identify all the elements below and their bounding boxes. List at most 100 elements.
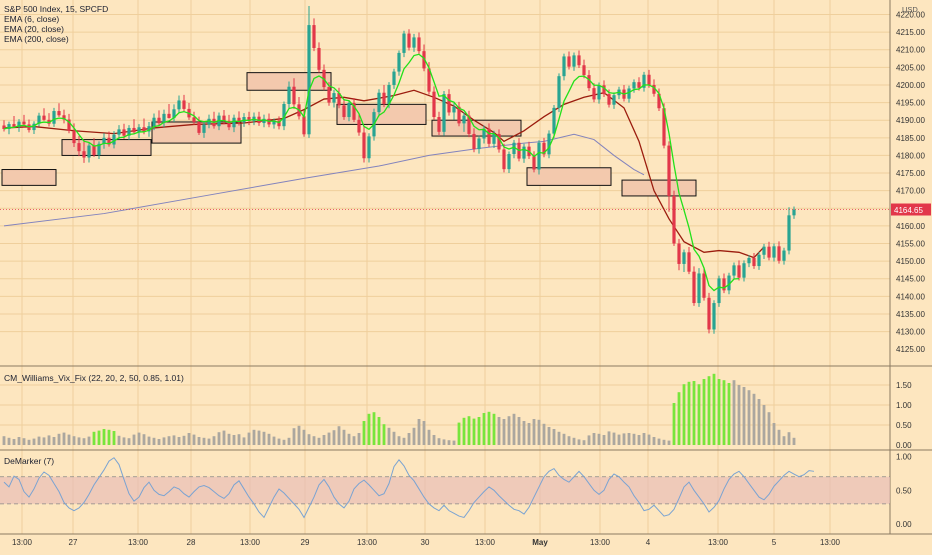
candle-body (102, 137, 106, 144)
vix-bar (717, 379, 721, 445)
candle-body (747, 257, 751, 264)
vix-bar (677, 392, 681, 445)
candle (472, 128, 476, 153)
candle-body (447, 94, 451, 113)
price-tick-label: 4195.00 (896, 99, 925, 108)
candle (532, 151, 536, 173)
candle (262, 114, 266, 128)
candle-body (712, 303, 716, 330)
candle (787, 207, 791, 255)
candle (582, 59, 586, 79)
candle-body (667, 145, 671, 196)
candle (632, 79, 636, 93)
candle-body (632, 82, 636, 89)
vix-bar (87, 436, 91, 445)
candle-body (772, 246, 776, 258)
vix-bar (617, 434, 621, 445)
vix-bar (517, 417, 521, 445)
price-tick-label: 4125.00 (896, 345, 925, 354)
candle (57, 103, 61, 118)
vix-bar (497, 417, 501, 445)
candle (172, 104, 176, 122)
candle (37, 112, 41, 127)
vix-tick-label: 0.50 (896, 421, 912, 430)
vix-bar (437, 438, 441, 445)
ema6-line (3, 53, 740, 292)
candle-body (207, 118, 211, 125)
vix-bar (122, 437, 126, 445)
candle (547, 130, 551, 159)
grid-lines (0, 0, 890, 534)
candle (257, 111, 261, 126)
candle (397, 50, 401, 76)
candle-body (647, 74, 651, 85)
candle (762, 243, 766, 260)
candle-body (762, 246, 766, 255)
candle (697, 268, 701, 307)
vix-bar (327, 432, 331, 445)
candle (287, 81, 291, 109)
vix-bar (47, 435, 51, 445)
vix-bar (417, 419, 421, 445)
vix-bar (62, 432, 66, 445)
candle-body (382, 92, 386, 104)
candle (577, 50, 581, 69)
candle (202, 121, 206, 138)
candle-body (377, 92, 381, 113)
vix-bar (647, 434, 651, 445)
candle-body (592, 88, 596, 100)
vix-bar (492, 413, 496, 445)
candle (247, 111, 251, 126)
candle (157, 110, 161, 126)
candle-body (312, 25, 316, 48)
vix-bar (272, 436, 276, 445)
candle (147, 121, 151, 137)
vix-bar (172, 435, 176, 445)
legend-ema20: EMA (20, close) (4, 24, 64, 34)
vix-bar (422, 421, 426, 445)
vix-bar (667, 440, 671, 445)
candle (237, 111, 241, 126)
candle (407, 29, 411, 51)
vix-bar (32, 438, 36, 445)
candle-body (687, 252, 691, 272)
candle (667, 141, 671, 212)
candle-body (202, 124, 206, 133)
candle-body (697, 273, 701, 304)
candle-body (42, 115, 46, 120)
price-tick-label: 4140.00 (896, 292, 925, 301)
vix-bar (202, 437, 206, 445)
vix-bar (112, 431, 116, 445)
candle-body (677, 243, 681, 264)
candle-body (387, 84, 391, 104)
candle (477, 135, 481, 154)
candle (412, 33, 416, 52)
candle-body (532, 156, 536, 170)
candle (67, 113, 71, 134)
candle (437, 111, 441, 135)
candle-body (37, 115, 41, 124)
vix-bar (397, 436, 401, 445)
vix-bar (602, 435, 606, 445)
candle (502, 143, 506, 173)
vix-bar (622, 433, 626, 445)
candle-body (787, 215, 791, 251)
vix-bar (242, 437, 246, 445)
candle-body (777, 246, 781, 261)
candle (377, 89, 381, 117)
legend-ema200: EMA (200, close) (4, 34, 69, 44)
vix-bar (262, 431, 266, 445)
vix-bar (447, 440, 451, 445)
candle (462, 112, 466, 132)
time-tick-label: 30 (421, 538, 430, 547)
candle-body (752, 257, 756, 267)
candle-body (672, 195, 676, 244)
demarker-tick-label: 1.00 (896, 452, 912, 461)
vix-bar (182, 435, 186, 445)
vix-bar (522, 421, 526, 445)
candle-body (437, 117, 441, 132)
vix-tick-label: 1.50 (896, 381, 912, 390)
vix-bar (22, 438, 26, 445)
time-tick-label: 13:00 (357, 538, 378, 547)
